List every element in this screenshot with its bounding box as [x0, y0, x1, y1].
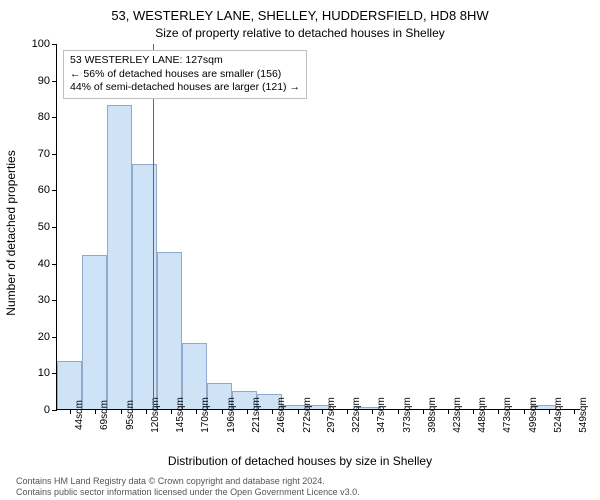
y-tick — [52, 44, 57, 45]
x-tick — [574, 409, 575, 414]
y-tick-label: 70 — [38, 148, 50, 160]
y-tick — [52, 337, 57, 338]
x-tick — [121, 409, 122, 414]
y-tick-label: 40 — [38, 258, 50, 270]
plot-area: 010203040506070809010044sqm69sqm95sqm120… — [56, 44, 580, 410]
y-tick — [52, 154, 57, 155]
y-tick — [52, 410, 57, 411]
x-tick — [95, 409, 96, 414]
x-tick — [171, 409, 172, 414]
x-tick-label: 373sqm — [402, 397, 413, 433]
y-tick-label: 30 — [38, 294, 50, 306]
x-tick — [247, 409, 248, 414]
x-tick — [473, 409, 474, 414]
x-tick-label: 69sqm — [99, 400, 110, 430]
y-tick — [52, 264, 57, 265]
x-tick — [196, 409, 197, 414]
histogram-bar — [82, 255, 107, 409]
x-tick — [398, 409, 399, 414]
y-tick — [52, 227, 57, 228]
y-tick-label: 80 — [38, 111, 50, 123]
x-tick — [322, 409, 323, 414]
histogram-bar — [157, 252, 182, 409]
annotation-line2: ← 56% of detached houses are smaller (15… — [70, 68, 300, 82]
footer-line2: Contains public sector information licen… — [16, 487, 360, 497]
chart-title-line1: 53, WESTERLEY LANE, SHELLEY, HUDDERSFIEL… — [0, 8, 600, 23]
x-tick — [272, 409, 273, 414]
chart-frame: 53, WESTERLEY LANE, SHELLEY, HUDDERSFIEL… — [0, 0, 600, 500]
y-axis-label: Number of detached properties — [4, 68, 18, 233]
x-tick — [498, 409, 499, 414]
y-tick-label: 20 — [38, 331, 50, 343]
x-tick — [298, 409, 299, 414]
x-tick-label: 423sqm — [452, 397, 463, 433]
x-tick-label: 473sqm — [502, 397, 513, 433]
x-tick — [423, 409, 424, 414]
x-tick-label: 549sqm — [578, 397, 589, 433]
x-tick-label: 499sqm — [528, 397, 539, 433]
y-tick-label: 50 — [38, 221, 50, 233]
x-tick — [549, 409, 550, 414]
annotation-line1: 53 WESTERLEY LANE: 127sqm — [70, 54, 300, 68]
x-tick — [146, 409, 147, 414]
y-tick-label: 60 — [38, 184, 50, 196]
footer-line1: Contains HM Land Registry data © Crown c… — [16, 476, 325, 486]
y-tick — [52, 300, 57, 301]
x-tick-label: 44sqm — [74, 400, 85, 430]
x-tick — [222, 409, 223, 414]
annotation-box: 53 WESTERLEY LANE: 127sqm ← 56% of detac… — [63, 50, 307, 99]
y-tick-label: 100 — [32, 38, 50, 50]
x-axis-label: Distribution of detached houses by size … — [0, 454, 600, 468]
x-tick-label: 272sqm — [302, 397, 313, 433]
y-tick — [52, 190, 57, 191]
x-tick-label: 95sqm — [125, 400, 136, 430]
x-tick-label: 322sqm — [351, 397, 362, 433]
x-tick — [70, 409, 71, 414]
x-tick-label: 297sqm — [326, 397, 337, 433]
x-tick-label: 145sqm — [175, 397, 186, 433]
x-tick — [448, 409, 449, 414]
y-tick — [52, 117, 57, 118]
x-tick-label: 398sqm — [427, 397, 438, 433]
histogram-bar — [107, 105, 132, 409]
x-tick-label: 196sqm — [226, 397, 237, 433]
x-tick-label: 221sqm — [251, 397, 262, 433]
x-tick-label: 120sqm — [150, 397, 161, 433]
x-tick — [347, 409, 348, 414]
x-tick — [524, 409, 525, 414]
chart-title-line2: Size of property relative to detached ho… — [0, 26, 600, 40]
y-tick-label: 90 — [38, 75, 50, 87]
y-tick-label: 10 — [38, 367, 50, 379]
x-tick-label: 170sqm — [200, 397, 211, 433]
annotation-line3: 44% of semi-detached houses are larger (… — [70, 81, 300, 95]
x-tick-label: 448sqm — [477, 397, 488, 433]
x-tick-label: 347sqm — [376, 397, 387, 433]
x-tick-label: 246sqm — [276, 397, 287, 433]
x-tick — [372, 409, 373, 414]
y-tick-label: 0 — [44, 404, 50, 416]
y-tick — [52, 81, 57, 82]
x-tick-label: 524sqm — [553, 397, 564, 433]
